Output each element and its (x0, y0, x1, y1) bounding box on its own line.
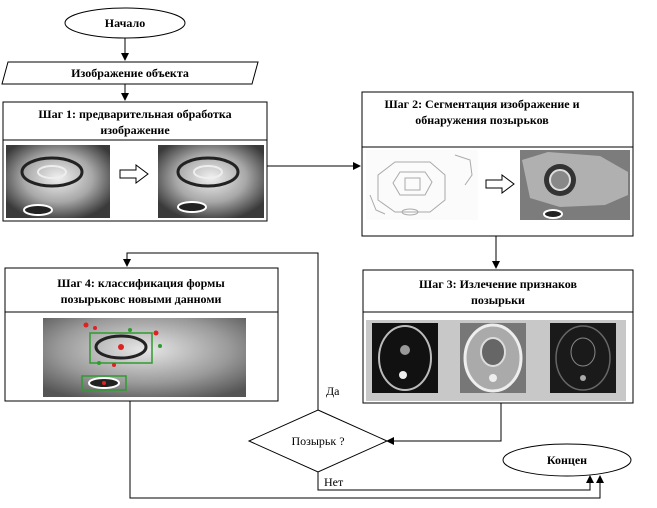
decision-question: Позырьк ? (291, 434, 344, 448)
step3-box: Шаг 3: Излечение признаков позырьки (362, 269, 634, 404)
arrow-step3-decision (386, 403, 502, 445)
step2-image-edges (366, 150, 478, 220)
input-parallelogram: Изображение объекта (1, 61, 259, 85)
step2-process-arrow-icon (485, 174, 515, 194)
step2-title-line2: обнаружения позырьков (415, 113, 549, 127)
input-label: Изображение объекта (71, 66, 189, 80)
end-terminal: Концен (502, 443, 632, 477)
step4-title-line2: позырьковс новыми данноми (61, 292, 222, 306)
decision-diamond: Позырьк ? (247, 409, 389, 473)
arrow-step4-end (129, 401, 604, 499)
step2-box: Шаг 2: Сегментация изображение и обнаруж… (361, 91, 634, 237)
end-label: Концен (547, 453, 587, 467)
step3-title-line2: позырьки (471, 293, 525, 307)
arrow-decision-yes-step4 (123, 252, 319, 410)
step1-box: Шаг 1: предварительная обработка изображ… (2, 101, 268, 222)
start-terminal: Начало (64, 7, 186, 39)
step2-title-line1: Шаг 2: Сегментация изображение и (384, 97, 579, 111)
step1-image-processed (158, 145, 264, 218)
decision-yes-label: Да (326, 384, 340, 398)
step3-title-line1: Шаг 3: Излечение признаков (419, 277, 577, 291)
step1-title-line1: Шаг 1: предварительная обработка (38, 107, 231, 121)
step1-title-line2: изображение (100, 123, 170, 137)
start-label: Начало (105, 16, 145, 30)
step4-title-line1: Шаг 4: классификация формы (57, 276, 225, 290)
arrow-decision-no-end (317, 472, 594, 491)
step1-process-arrow-icon (119, 164, 149, 184)
step4-box: Шаг 4: классификация формы позырьковс но… (4, 267, 279, 402)
step2-image-segmented (520, 150, 630, 220)
step1-image-original (6, 145, 110, 218)
decision-no-label: Нет (324, 475, 344, 489)
step4-classified-image (43, 318, 246, 397)
step3-feature-image-2 (460, 323, 526, 393)
step3-feature-image-1 (372, 323, 438, 393)
step3-feature-image-3 (550, 323, 616, 393)
